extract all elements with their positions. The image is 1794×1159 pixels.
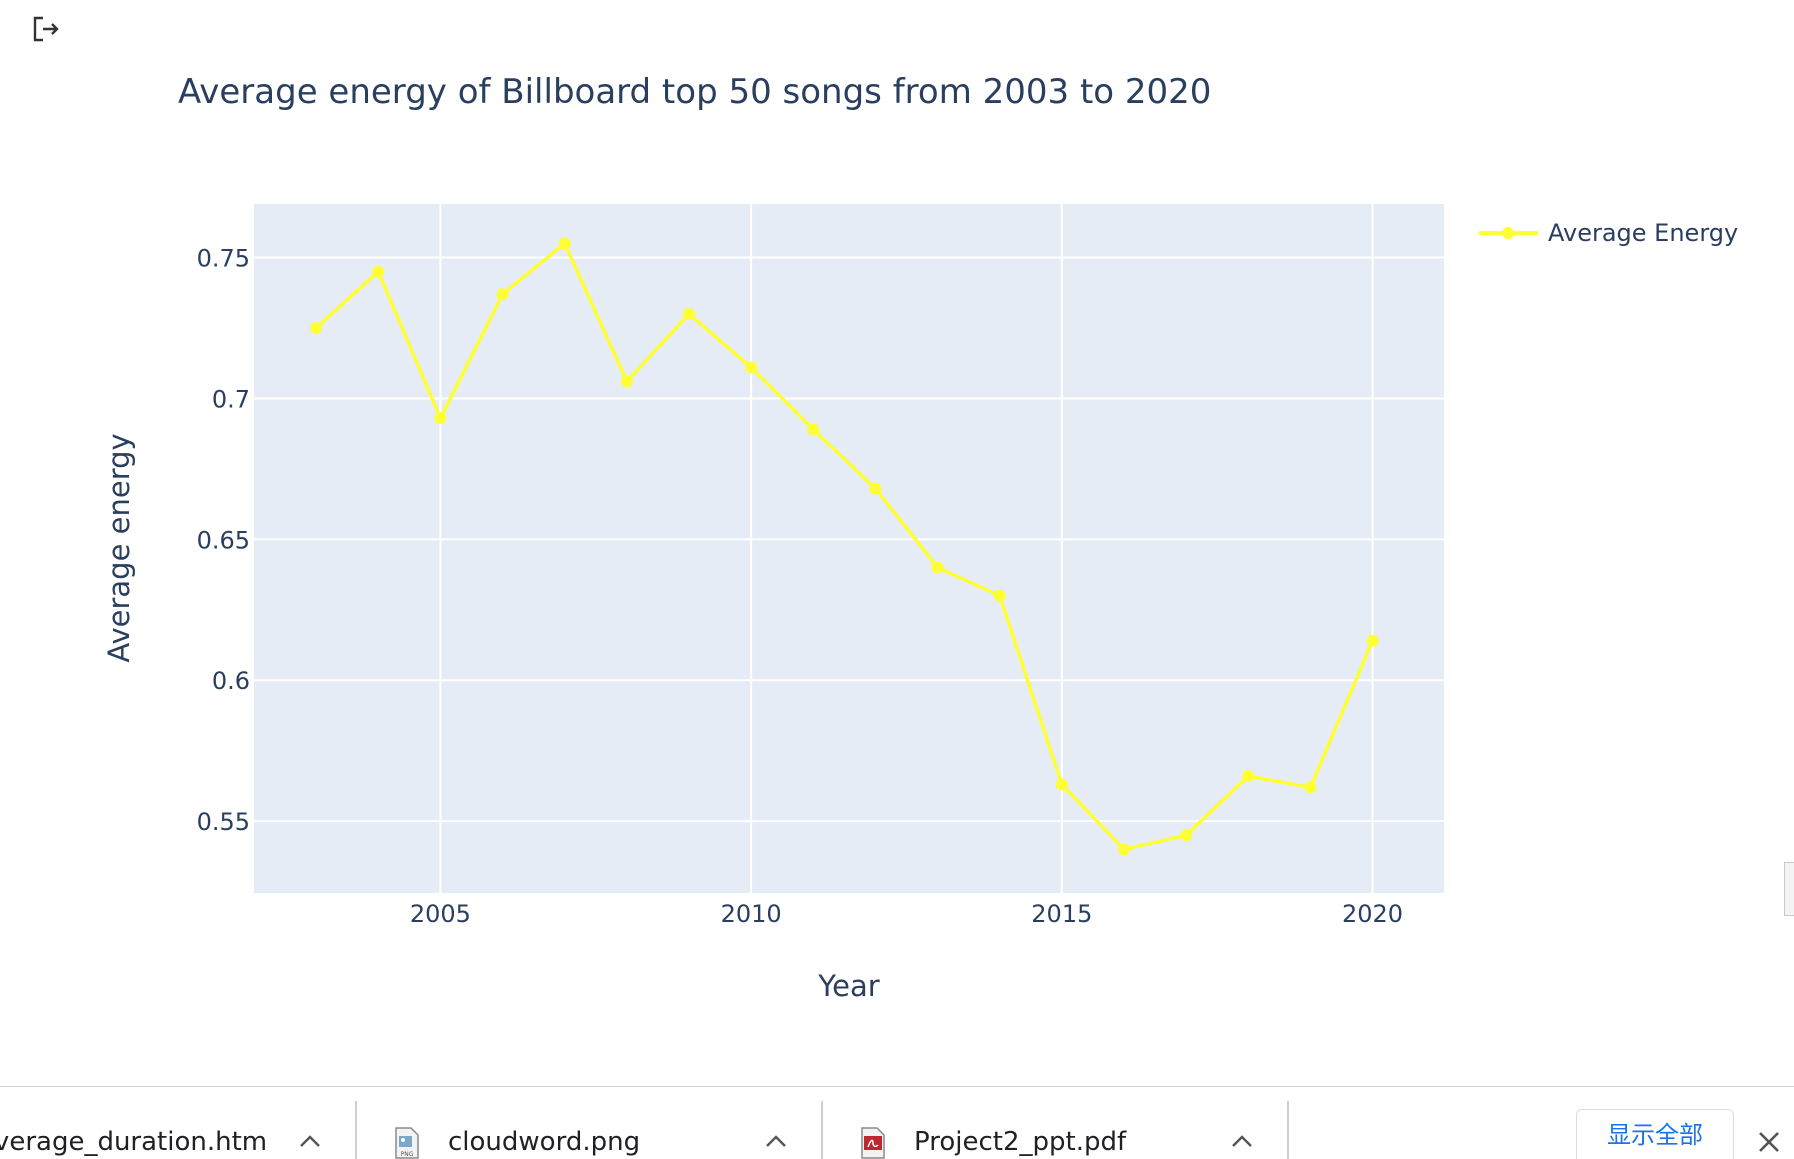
close-icon[interactable] — [1756, 1129, 1782, 1155]
y-tick-label: 0.55 — [197, 808, 250, 836]
chevron-up-icon[interactable] — [298, 1133, 322, 1149]
download-filename: cloudword.png — [448, 1127, 641, 1157]
x-axis-title: Year — [817, 969, 879, 1003]
legend-label: Average Energy — [1548, 219, 1738, 247]
divider — [1287, 1101, 1289, 1159]
data-point — [993, 589, 1006, 602]
download-item[interactable]: average_duration.htm — [0, 1087, 356, 1159]
chevron-up-icon[interactable] — [764, 1133, 788, 1149]
data-point — [807, 423, 820, 436]
y-tick-label: 0.65 — [197, 526, 250, 554]
chart-title: Average energy of Billboard top 50 songs… — [178, 72, 1211, 112]
y-tick-labels: 0.55 0.6 0.65 0.7 0.75 — [197, 245, 250, 837]
download-filename: average_duration.htm — [0, 1127, 268, 1157]
chart: Average energy of Billboard top 50 songs… — [102, 72, 1738, 1003]
y-tick-label: 0.7 — [212, 385, 250, 413]
data-point — [1242, 770, 1255, 783]
show-all-button[interactable]: 显示全部 — [1576, 1109, 1734, 1159]
x-tick-label: 2015 — [1031, 900, 1092, 928]
y-axis-title: Average energy — [102, 433, 136, 662]
data-point — [310, 321, 323, 334]
scrollbar-stub[interactable] — [1784, 862, 1794, 916]
chevron-up-icon[interactable] — [1230, 1133, 1254, 1149]
pdf-file-icon — [861, 1127, 885, 1159]
data-point — [434, 412, 447, 425]
data-point — [1366, 634, 1379, 647]
x-tick-label: 2020 — [1342, 900, 1403, 928]
data-point — [1180, 829, 1193, 842]
data-point — [620, 375, 633, 388]
divider — [355, 1101, 357, 1159]
y-tick-label: 0.6 — [212, 667, 250, 695]
download-bar: average_duration.htm PNG cloudword.png P… — [0, 1086, 1794, 1159]
x-tick-label: 2010 — [721, 900, 782, 928]
legend[interactable]: Average Energy — [1479, 219, 1738, 247]
plot-area — [254, 204, 1444, 893]
series-layer — [310, 237, 1379, 856]
data-point — [558, 237, 571, 250]
legend-marker — [1502, 227, 1514, 239]
data-point — [496, 288, 509, 301]
data-point — [1117, 843, 1130, 856]
exit-icon[interactable] — [30, 12, 62, 44]
x-tick-labels: 2005 2010 2015 2020 — [410, 900, 1403, 928]
divider — [821, 1101, 823, 1159]
data-point — [931, 561, 944, 574]
series-line — [314, 241, 1375, 852]
x-tick-label: 2005 — [410, 900, 471, 928]
data-point — [869, 482, 882, 495]
data-point — [1304, 781, 1317, 794]
download-filename: Project2_ppt.pdf — [914, 1127, 1127, 1157]
data-point — [1055, 778, 1068, 791]
png-file-icon: PNG — [395, 1127, 419, 1159]
download-item[interactable]: PNG cloudword.png — [358, 1087, 822, 1159]
download-item[interactable]: Project2_ppt.pdf — [824, 1087, 1288, 1159]
svg-text:PNG: PNG — [401, 1151, 414, 1158]
data-point — [372, 265, 385, 278]
data-point — [745, 361, 758, 374]
data-point — [682, 307, 695, 320]
grid-lines — [254, 204, 1444, 893]
y-tick-label: 0.75 — [197, 245, 250, 273]
